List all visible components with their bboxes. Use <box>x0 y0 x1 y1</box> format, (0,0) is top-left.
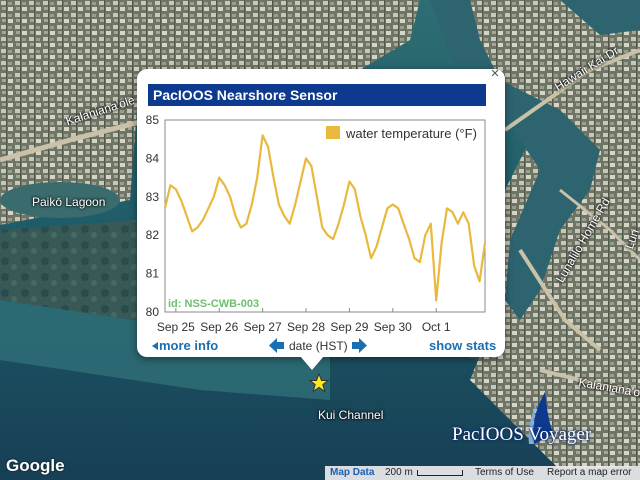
popup-tail <box>300 356 324 370</box>
legend: water temperature (°F) <box>326 126 477 141</box>
x-tick-label: Sep 25 <box>157 320 195 334</box>
pacioos-voyager-sail-icon <box>528 392 554 444</box>
x-tick-label: Sep 26 <box>200 320 238 334</box>
prev-arrow-icon[interactable] <box>152 342 158 350</box>
x-tick-label: Sep 30 <box>374 320 412 334</box>
x-tick-label: Sep 29 <box>330 320 368 334</box>
map-scale-bar <box>417 470 463 476</box>
pacioos-voyager-logo-text: PacIOOS Voyager <box>452 424 592 445</box>
map-attribution-bar: Map Data 200 m Terms of Use Report a map… <box>325 466 640 480</box>
series-group <box>163 134 487 302</box>
y-tick-label: 81 <box>146 267 160 281</box>
date-axis-label: date (HST) <box>289 339 348 353</box>
map-data-link[interactable]: Map Data <box>330 467 375 478</box>
y-tick-label: 80 <box>146 305 160 319</box>
close-popup-button[interactable]: × <box>488 65 502 82</box>
map-scale-label: 200 m <box>385 467 413 478</box>
x-tick-label: Sep 28 <box>287 320 325 334</box>
y-axis: 80 81 82 83 84 85 <box>146 113 160 319</box>
x-axis: Sep 25 Sep 26 Sep 27 Sep 28 Sep 29 Sep 30 Oct … <box>157 308 451 334</box>
popup-title: PacIOOS Nearshore Sensor <box>148 84 486 106</box>
y-tick-label: 85 <box>146 113 160 127</box>
y-tick-label: 83 <box>146 190 160 204</box>
report-map-error-link[interactable]: Report a map error <box>547 467 632 478</box>
date-left-arrow-icon[interactable] <box>269 338 284 353</box>
x-tick-label: Oct 1 <box>422 320 451 334</box>
terms-of-use-link[interactable]: Terms of Use <box>475 467 534 478</box>
series-line-water-temperature <box>163 134 487 302</box>
show-stats-link[interactable]: show stats <box>429 338 497 353</box>
sensor-id: id: NSS-CWB-003 <box>168 298 259 310</box>
legend-label: water temperature (°F) <box>345 126 477 141</box>
x-tick-label: Sep 27 <box>244 320 282 334</box>
more-info-link[interactable]: more info <box>159 338 219 353</box>
y-tick-label: 84 <box>146 151 160 165</box>
close-icon: × <box>490 65 500 82</box>
map-label-kui-channel: Kui Channel <box>318 408 384 422</box>
google-logo: Google <box>6 456 65 475</box>
date-right-arrow-icon[interactable] <box>352 338 367 353</box>
map-label-paiko-lagoon: Paikō Lagoon <box>32 195 106 209</box>
y-tick-label: 82 <box>146 228 160 242</box>
plot-frame <box>164 119 486 313</box>
sensor-marker-star-icon[interactable] <box>309 373 329 393</box>
legend-swatch <box>326 126 340 139</box>
